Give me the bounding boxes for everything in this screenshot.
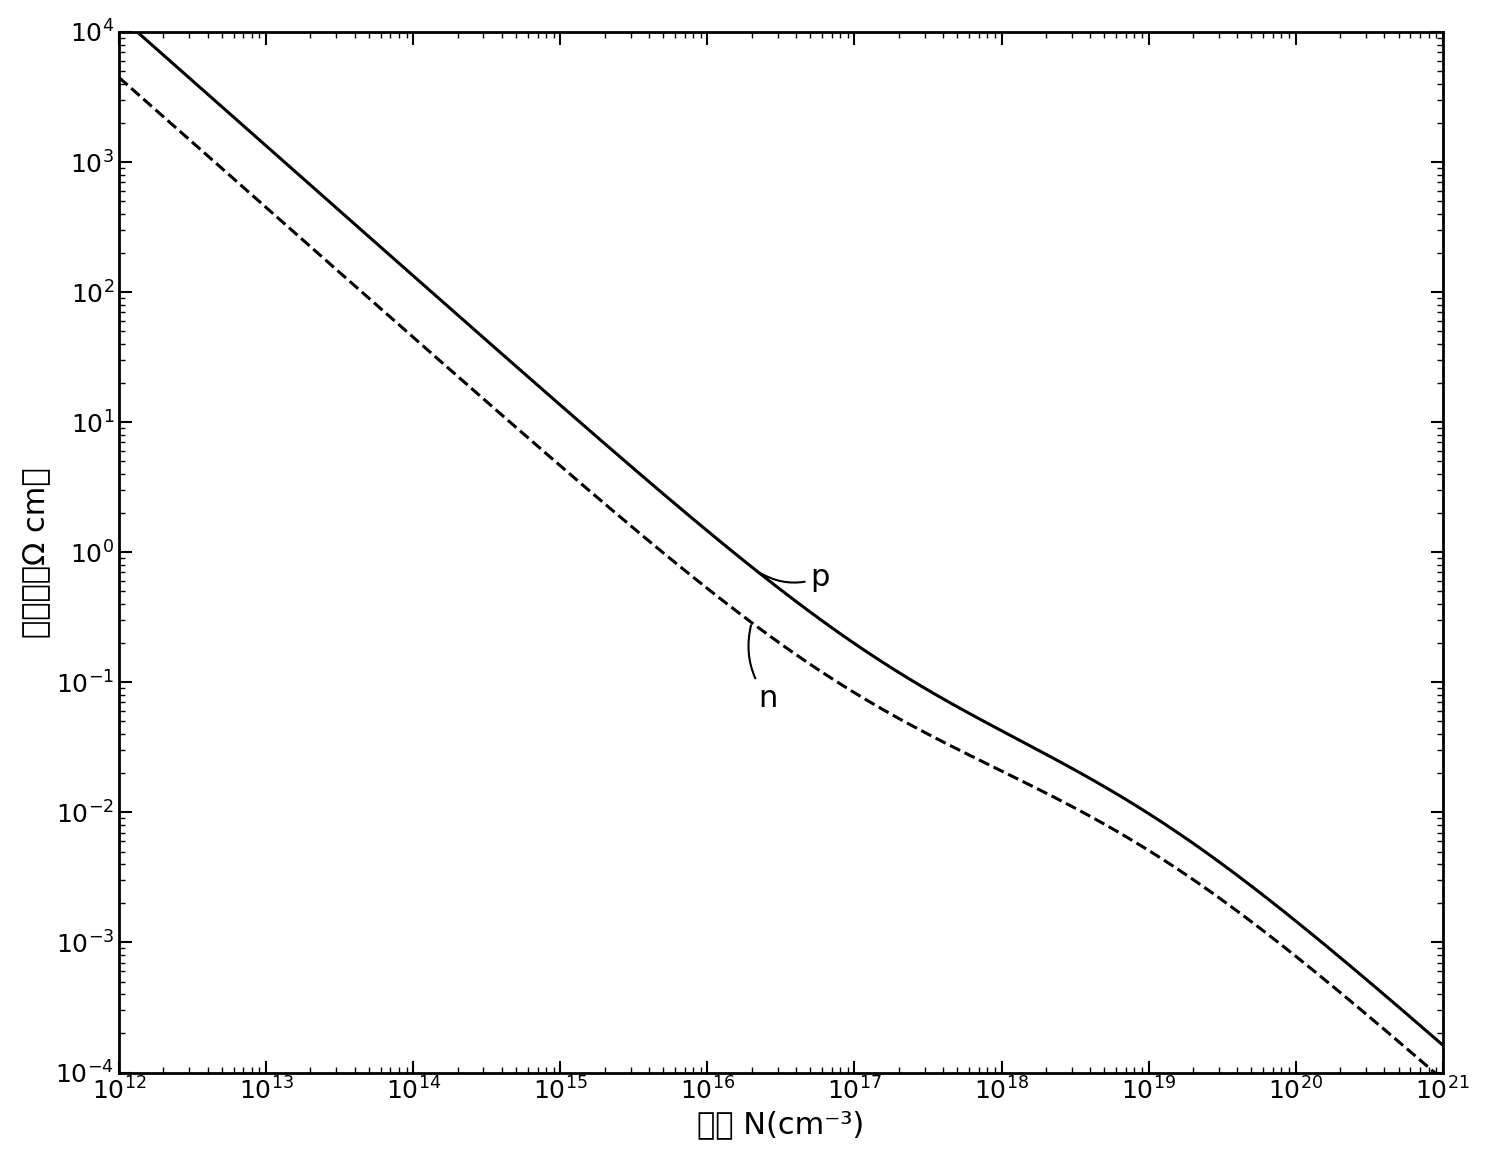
Text: p: p: [760, 563, 829, 592]
Y-axis label: 电阵率（Ω cm）: 电阵率（Ω cm）: [21, 467, 49, 638]
X-axis label: 浓度 N(cm⁻³): 浓度 N(cm⁻³): [698, 1110, 865, 1139]
Text: n: n: [748, 625, 777, 712]
